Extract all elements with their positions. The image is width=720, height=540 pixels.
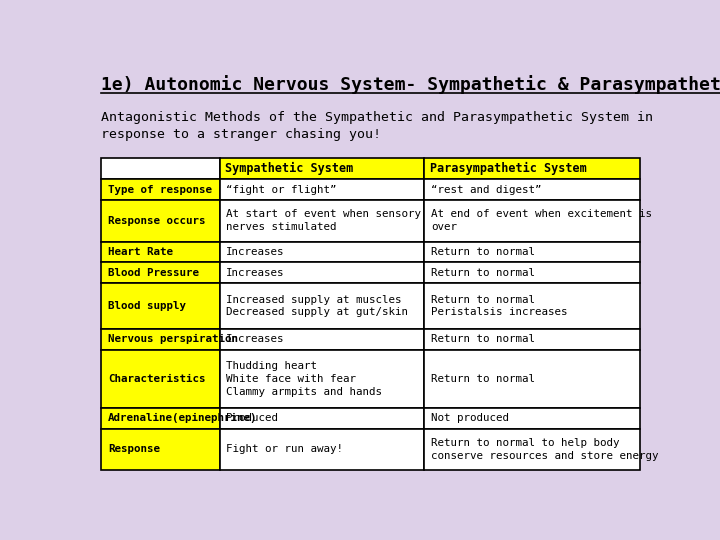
Text: Nervous perspiration: Nervous perspiration	[108, 334, 238, 344]
Text: Return to normal: Return to normal	[431, 247, 535, 257]
Text: Blood Pressure: Blood Pressure	[108, 268, 199, 278]
Text: Increased supply at muscles
Decreased supply at gut/skin: Increased supply at muscles Decreased su…	[226, 294, 408, 318]
Text: Return to normal: Return to normal	[431, 374, 535, 384]
Bar	[424, 200, 639, 241]
Bar	[101, 241, 220, 262]
Text: Produced: Produced	[226, 413, 279, 423]
Text: Response: Response	[108, 444, 160, 455]
Bar	[101, 262, 220, 283]
Bar	[101, 429, 220, 470]
Text: Type of response: Type of response	[108, 185, 212, 194]
Bar	[220, 349, 424, 408]
Bar	[101, 408, 220, 429]
Bar	[424, 283, 639, 329]
Bar	[424, 241, 639, 262]
Bar	[101, 200, 220, 241]
Bar	[220, 179, 424, 200]
Text: Increases: Increases	[226, 247, 285, 257]
Text: Return to normal to help body
conserve resources and store energy: Return to normal to help body conserve r…	[431, 438, 658, 461]
Text: Increases: Increases	[226, 268, 285, 278]
Text: Heart Rate: Heart Rate	[108, 247, 173, 257]
Text: Adrenaline(epinephrine): Adrenaline(epinephrine)	[108, 413, 257, 423]
Bar	[424, 429, 639, 470]
Bar	[101, 349, 220, 408]
Text: “fight or flight”: “fight or flight”	[226, 185, 337, 194]
Text: Parasympathetic System: Parasympathetic System	[430, 162, 587, 176]
Bar	[424, 408, 639, 429]
Bar	[220, 200, 424, 241]
Text: Antagonistic Methods of the Sympathetic and Parasympathetic System in
response t: Antagonistic Methods of the Sympathetic …	[101, 111, 653, 141]
Text: 1e) Autonomic Nervous System- Sympathetic & Parasympathetic: 1e) Autonomic Nervous System- Sympatheti…	[101, 75, 720, 94]
Text: Thudding heart
White face with fear
Clammy armpits and hands: Thudding heart White face with fear Clam…	[226, 361, 382, 396]
Bar	[220, 329, 424, 349]
Bar	[101, 158, 220, 179]
Bar	[424, 158, 639, 179]
Bar	[101, 329, 220, 349]
Text: Not produced: Not produced	[431, 413, 509, 423]
Bar	[220, 283, 424, 329]
Text: At end of event when excitement is
over: At end of event when excitement is over	[431, 210, 652, 232]
Bar	[424, 349, 639, 408]
Text: Increases: Increases	[226, 334, 285, 344]
Bar	[101, 179, 220, 200]
Bar	[101, 283, 220, 329]
Text: Characteristics: Characteristics	[108, 374, 205, 384]
Text: Response occurs: Response occurs	[108, 215, 205, 226]
Bar	[424, 179, 639, 200]
Text: Return to normal
Peristalsis increases: Return to normal Peristalsis increases	[431, 294, 567, 318]
Text: Sympathetic System: Sympathetic System	[225, 162, 354, 176]
Text: Fight or run away!: Fight or run away!	[226, 444, 343, 455]
Text: Return to normal: Return to normal	[431, 268, 535, 278]
Bar	[424, 329, 639, 349]
Bar	[220, 262, 424, 283]
Text: Blood supply: Blood supply	[108, 301, 186, 311]
Text: “rest and digest”: “rest and digest”	[431, 185, 541, 194]
Bar	[220, 408, 424, 429]
Text: At start of event when sensory
nerves stimulated: At start of event when sensory nerves st…	[226, 210, 421, 232]
Bar	[220, 158, 424, 179]
Bar	[220, 241, 424, 262]
Bar	[424, 262, 639, 283]
Text: Return to normal: Return to normal	[431, 334, 535, 344]
Bar	[220, 429, 424, 470]
